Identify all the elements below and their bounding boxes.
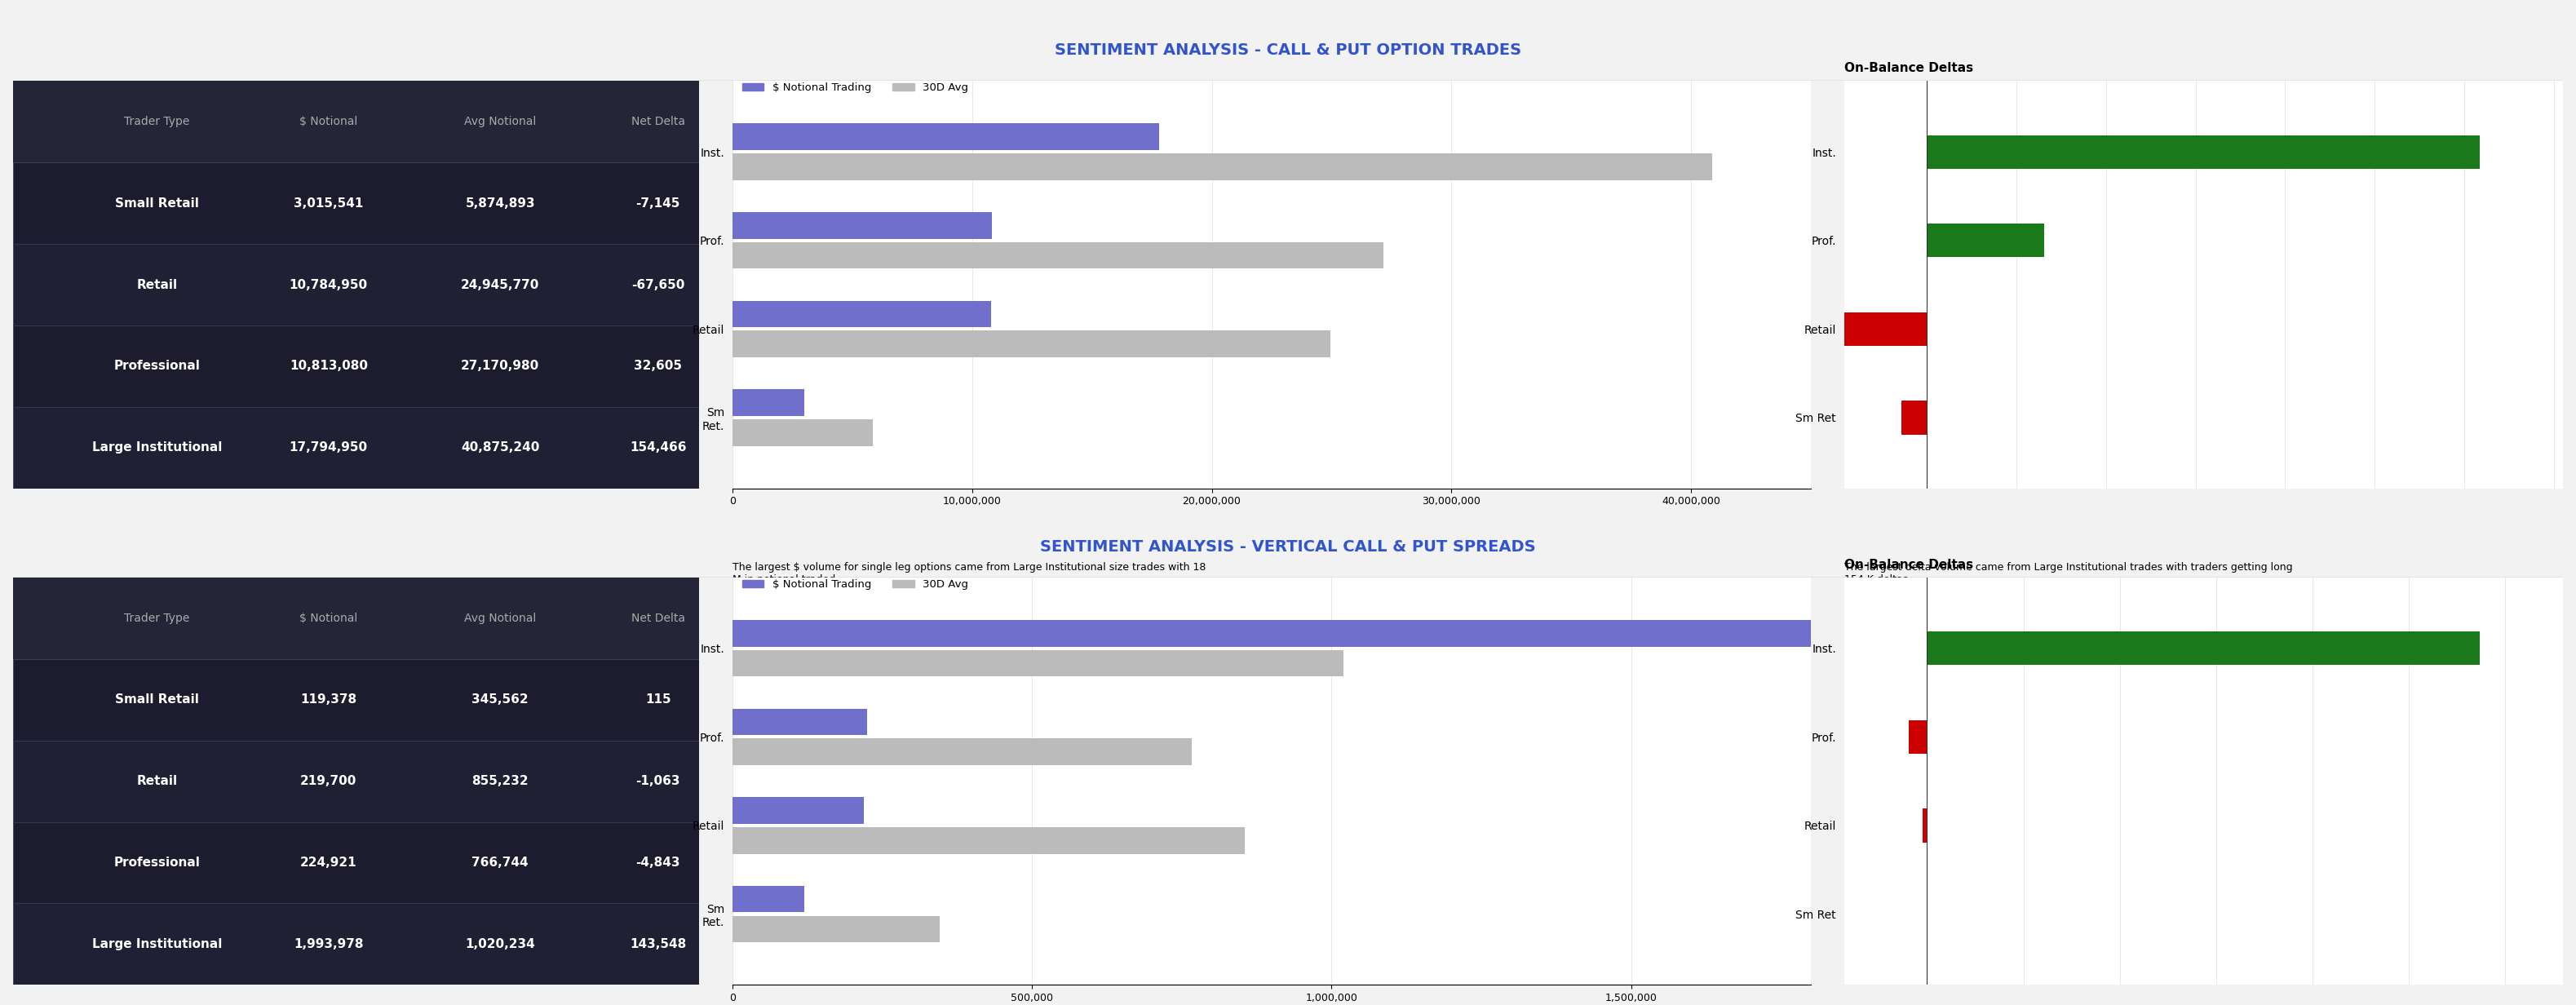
Bar xyxy=(732,331,1329,358)
Bar xyxy=(732,739,1193,765)
Bar xyxy=(732,300,992,328)
FancyBboxPatch shape xyxy=(13,822,698,903)
Text: 219,700: 219,700 xyxy=(301,775,358,787)
FancyBboxPatch shape xyxy=(13,659,698,741)
Bar xyxy=(1927,631,2481,665)
Bar xyxy=(1927,135,2481,169)
Text: Retail: Retail xyxy=(137,775,178,787)
Text: Professional: Professional xyxy=(113,856,201,868)
Text: The largest delta volume came from Large Institutional trades with traders getti: The largest delta volume came from Large… xyxy=(1844,562,2293,585)
Text: 855,232: 855,232 xyxy=(471,775,528,787)
Bar xyxy=(732,916,940,943)
Text: 5,874,893: 5,874,893 xyxy=(466,197,536,209)
Text: Trader Type: Trader Type xyxy=(124,612,191,624)
Text: Net Delta: Net Delta xyxy=(631,612,685,624)
Text: 40,875,240: 40,875,240 xyxy=(461,441,538,454)
Text: SENTIMENT ANALYSIS - CALL & PUT OPTION TRADES: SENTIMENT ANALYSIS - CALL & PUT OPTION T… xyxy=(1054,43,1522,58)
Text: Large Institutional: Large Institutional xyxy=(93,441,222,454)
Bar xyxy=(732,154,1713,180)
Bar xyxy=(732,389,804,416)
Text: Large Institutional: Large Institutional xyxy=(93,938,222,951)
Bar xyxy=(1685,313,1927,346)
Text: 766,744: 766,744 xyxy=(471,856,528,868)
Bar xyxy=(732,827,1244,854)
FancyBboxPatch shape xyxy=(13,326,698,407)
Text: Small Retail: Small Retail xyxy=(116,693,198,706)
Text: 345,562: 345,562 xyxy=(471,693,528,706)
Text: On-Balance Deltas: On-Balance Deltas xyxy=(1844,559,1973,571)
Legend: $ Notional Trading, 30D Avg: $ Notional Trading, 30D Avg xyxy=(737,575,974,594)
Text: Retail: Retail xyxy=(137,278,178,290)
Text: On-Balance Deltas: On-Balance Deltas xyxy=(1844,62,1973,74)
Text: Professional: Professional xyxy=(113,360,201,372)
Text: Net Delta: Net Delta xyxy=(631,116,685,128)
Text: -4,843: -4,843 xyxy=(636,856,680,868)
FancyBboxPatch shape xyxy=(13,81,698,163)
FancyBboxPatch shape xyxy=(13,741,698,822)
Text: 10,784,950: 10,784,950 xyxy=(289,278,368,290)
Text: 10,813,080: 10,813,080 xyxy=(289,360,368,372)
Text: $ Notional: $ Notional xyxy=(299,612,358,624)
Text: 1,020,234: 1,020,234 xyxy=(466,938,536,951)
Bar xyxy=(732,419,873,446)
Text: Avg Notional: Avg Notional xyxy=(464,116,536,128)
Text: 224,921: 224,921 xyxy=(301,856,358,868)
Bar xyxy=(732,797,863,824)
Text: 32,605: 32,605 xyxy=(634,360,683,372)
Text: Avg Notional: Avg Notional xyxy=(464,612,536,624)
Text: 27,170,980: 27,170,980 xyxy=(461,360,538,372)
Bar xyxy=(1909,720,1927,754)
Bar xyxy=(1901,401,1927,434)
Legend: $ Notional Trading, 30D Avg: $ Notional Trading, 30D Avg xyxy=(737,78,974,97)
FancyBboxPatch shape xyxy=(13,163,698,244)
Text: -67,650: -67,650 xyxy=(631,278,685,290)
Bar xyxy=(732,709,868,735)
Text: SENTIMENT ANALYSIS - VERTICAL CALL & PUT SPREADS: SENTIMENT ANALYSIS - VERTICAL CALL & PUT… xyxy=(1041,540,1535,555)
Text: -1,063: -1,063 xyxy=(636,775,680,787)
Text: 17,794,950: 17,794,950 xyxy=(289,441,368,454)
Text: 143,548: 143,548 xyxy=(629,938,685,951)
Text: Trader Type: Trader Type xyxy=(124,116,191,128)
Bar xyxy=(732,650,1345,676)
Text: $ Notional: $ Notional xyxy=(299,116,358,128)
Bar xyxy=(732,124,1159,150)
Text: -7,145: -7,145 xyxy=(636,197,680,209)
Text: 154,466: 154,466 xyxy=(629,441,685,454)
Bar xyxy=(1927,223,2043,257)
FancyBboxPatch shape xyxy=(13,407,698,488)
Bar xyxy=(732,212,992,238)
Text: Small Retail: Small Retail xyxy=(116,197,198,209)
Text: The largest $ volume for single leg options came from Large Institutional size t: The largest $ volume for single leg opti… xyxy=(732,562,1206,585)
Bar xyxy=(1922,809,1927,842)
Bar xyxy=(732,885,804,913)
Text: 1,993,978: 1,993,978 xyxy=(294,938,363,951)
FancyBboxPatch shape xyxy=(13,578,698,659)
Bar xyxy=(732,242,1383,268)
Text: 115: 115 xyxy=(644,693,670,706)
Text: 119,378: 119,378 xyxy=(301,693,358,706)
Bar xyxy=(732,620,1927,646)
FancyBboxPatch shape xyxy=(13,244,698,326)
Text: 3,015,541: 3,015,541 xyxy=(294,197,363,209)
FancyBboxPatch shape xyxy=(13,903,698,985)
Text: 24,945,770: 24,945,770 xyxy=(461,278,538,290)
